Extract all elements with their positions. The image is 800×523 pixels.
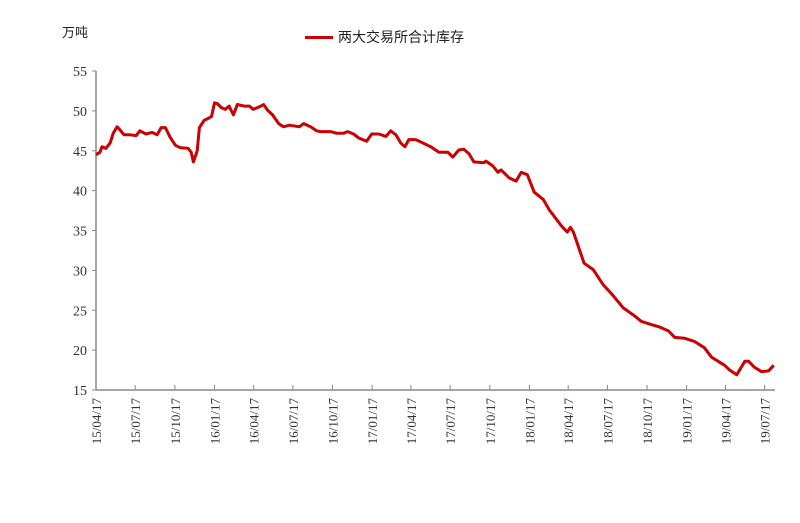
x-tick-label: 17/04/17 [404, 398, 419, 445]
x-tick-label: 17/10/17 [483, 398, 498, 445]
x-tick-label: 19/01/17 [680, 398, 695, 445]
legend-label: 两大交易所合计库存 [338, 30, 464, 46]
x-tick-label: 16/10/17 [326, 398, 341, 445]
x-tick-label: 15/10/17 [168, 398, 183, 445]
x-tick-label: 19/04/17 [718, 398, 733, 445]
x-tick-label: 16/04/17 [247, 398, 262, 445]
x-tick-label: 15/04/17 [89, 398, 104, 445]
y-tick-label: 30 [73, 264, 87, 279]
y-tick-label: 40 [73, 185, 87, 200]
y-tick-label: 35 [73, 225, 87, 240]
legend-swatch [305, 35, 333, 39]
y-tick-label: 50 [73, 105, 87, 120]
y-axis-unit-label: 万吨 [62, 26, 89, 41]
x-tick-label: 18/01/17 [522, 398, 537, 445]
x-tick-label: 19/07/17 [758, 398, 773, 445]
x-tick-label: 17/07/17 [443, 398, 458, 445]
y-tick-label: 45 [73, 145, 87, 160]
y-tick-label: 25 [73, 304, 87, 319]
x-tick-label: 17/01/17 [365, 398, 380, 445]
x-tick-label: 18/07/17 [600, 398, 615, 445]
series-line-inventory [95, 101, 775, 377]
x-tick-label: 18/10/17 [640, 398, 655, 445]
legend: 两大交易所合计库存 [305, 27, 464, 47]
x-tick-label: 18/04/17 [561, 398, 576, 445]
y-tick-label: 20 [73, 344, 87, 359]
y-tick-label: 55 [73, 65, 87, 80]
x-tick-label: 16/01/17 [207, 398, 222, 445]
x-tick-label: 15/07/17 [128, 398, 143, 445]
x-tick-label: 16/07/17 [286, 398, 301, 445]
y-tick-label: 15 [73, 384, 87, 399]
